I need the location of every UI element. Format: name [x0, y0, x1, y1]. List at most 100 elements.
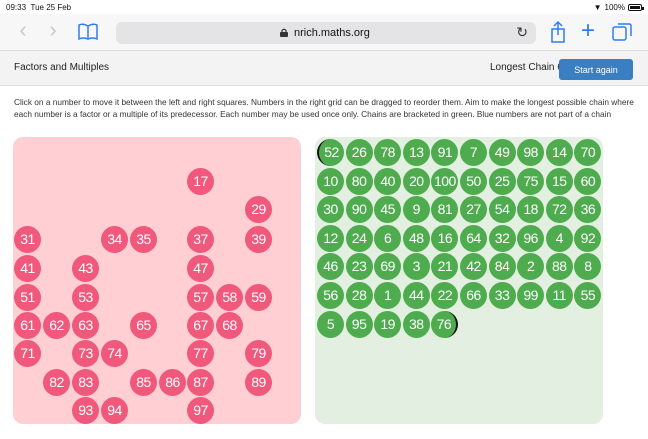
right-number[interactable]: 84 — [488, 253, 516, 281]
back-icon[interactable]: ‹ — [19, 17, 27, 42]
right-number[interactable]: 45 — [374, 196, 402, 224]
right-number[interactable]: 38 — [402, 310, 430, 338]
right-number[interactable]: 30 — [317, 196, 344, 224]
left-number[interactable]: 17 — [187, 168, 214, 195]
right-number[interactable]: 42 — [460, 253, 487, 281]
right-number[interactable]: 5 — [317, 310, 344, 338]
right-number[interactable]: 12 — [317, 224, 344, 252]
right-number[interactable]: 40 — [374, 167, 402, 195]
right-square[interactable]: 52 26 78 13 91 7 49 98 14 70 10 80 40 20 100 50 25 75 15 60… — [315, 137, 603, 424]
right-number[interactable]: 48 — [402, 224, 430, 252]
left-number[interactable]: 34 — [101, 226, 128, 253]
forward-icon[interactable]: › — [49, 17, 57, 42]
right-number[interactable]: 18 — [517, 196, 545, 224]
right-number[interactable]: 26 — [345, 139, 373, 166]
right-number[interactable]: 4 — [545, 224, 573, 252]
right-number[interactable]: 99 — [517, 282, 545, 309]
left-number[interactable]: 94 — [101, 397, 128, 424]
left-number[interactable]: 62 — [43, 312, 70, 339]
left-number[interactable]: 65 — [130, 312, 157, 339]
left-number[interactable]: 43 — [72, 255, 99, 282]
address-bar[interactable]: nrich.maths.org ↻ — [116, 22, 536, 44]
right-number[interactable]: 88 — [545, 253, 573, 281]
right-number[interactable]: 64 — [460, 224, 487, 252]
right-number[interactable]: 66 — [460, 282, 487, 309]
right-number[interactable]: 6 — [374, 224, 402, 252]
right-number[interactable]: 70 — [574, 139, 602, 166]
right-number[interactable]: 13 — [402, 139, 430, 166]
right-number[interactable]: 46 — [317, 253, 344, 281]
left-number[interactable]: 86 — [159, 369, 186, 396]
right-number[interactable]: 16 — [431, 224, 459, 252]
right-number[interactable]: 50 — [460, 167, 487, 195]
left-number[interactable]: 89 — [245, 369, 272, 396]
right-number[interactable]: 78 — [374, 139, 402, 166]
left-number[interactable]: 85 — [130, 369, 157, 396]
right-number[interactable]: 76 — [431, 310, 459, 338]
bookmarks-icon[interactable] — [78, 23, 98, 40]
left-number[interactable]: 37 — [187, 226, 214, 253]
right-number[interactable]: 10 — [317, 167, 344, 195]
left-number[interactable]: 61 — [14, 312, 41, 339]
left-number[interactable]: 73 — [72, 340, 99, 367]
left-number[interactable]: 57 — [187, 284, 214, 311]
left-number[interactable]: 63 — [72, 312, 99, 339]
right-number[interactable]: 14 — [545, 139, 573, 166]
right-number[interactable]: 25 — [488, 167, 516, 195]
left-number[interactable]: 41 — [14, 255, 41, 282]
left-number[interactable]: 77 — [187, 340, 214, 367]
right-number[interactable]: 60 — [574, 167, 602, 195]
right-number[interactable]: 100 — [431, 167, 459, 195]
right-number[interactable]: 90 — [345, 196, 373, 224]
left-number[interactable]: 53 — [72, 284, 99, 311]
right-number[interactable]: 7 — [460, 139, 487, 166]
left-number[interactable]: 79 — [245, 340, 272, 367]
left-number[interactable]: 83 — [72, 369, 99, 396]
right-number[interactable]: 11 — [545, 282, 573, 309]
left-number[interactable]: 97 — [187, 397, 214, 424]
right-number[interactable]: 22 — [431, 282, 459, 309]
start-again-button[interactable]: Start again — [559, 59, 633, 80]
right-number[interactable]: 32 — [488, 224, 516, 252]
right-number[interactable]: 8 — [574, 253, 602, 281]
right-number[interactable]: 91 — [431, 139, 459, 166]
right-number[interactable]: 72 — [545, 196, 573, 224]
right-number[interactable]: 55 — [574, 282, 602, 309]
right-number[interactable]: 54 — [488, 196, 516, 224]
left-number[interactable]: 93 — [72, 397, 99, 424]
left-number[interactable]: 67 — [187, 312, 214, 339]
right-number[interactable]: 1 — [374, 282, 402, 309]
left-number[interactable]: 51 — [14, 284, 41, 311]
reload-icon[interactable]: ↻ — [516, 24, 528, 40]
right-number[interactable]: 23 — [345, 253, 373, 281]
right-number[interactable]: 92 — [574, 224, 602, 252]
right-number[interactable]: 80 — [345, 167, 373, 195]
left-number[interactable]: 59 — [245, 284, 272, 311]
share-icon[interactable] — [546, 20, 570, 44]
right-number[interactable]: 15 — [545, 167, 573, 195]
right-number[interactable]: 27 — [460, 196, 487, 224]
right-number[interactable]: 33 — [488, 282, 516, 309]
right-number[interactable]: 20 — [402, 167, 430, 195]
left-number[interactable]: 68 — [216, 312, 243, 339]
tabs-icon[interactable] — [610, 20, 634, 44]
left-number[interactable]: 31 — [14, 226, 41, 253]
left-number[interactable]: 71 — [14, 340, 41, 367]
right-number[interactable]: 98 — [517, 139, 545, 166]
right-number[interactable]: 3 — [402, 253, 430, 281]
left-number[interactable]: 87 — [187, 369, 214, 396]
right-number[interactable]: 19 — [374, 310, 402, 338]
right-number[interactable]: 28 — [345, 282, 373, 309]
right-number[interactable]: 44 — [402, 282, 430, 309]
left-square[interactable]: 17 29 31 34 35 37 39 41 43 47 51 53 57 5… — [13, 137, 301, 424]
right-number[interactable]: 69 — [374, 253, 402, 281]
right-number[interactable]: 49 — [488, 139, 516, 166]
right-number[interactable]: 21 — [431, 253, 459, 281]
right-number[interactable]: 9 — [402, 196, 430, 224]
left-number[interactable]: 58 — [216, 284, 243, 311]
right-number[interactable]: 95 — [345, 310, 373, 338]
right-number[interactable]: 52 — [317, 139, 344, 166]
left-number[interactable]: 29 — [245, 196, 272, 223]
right-number[interactable]: 24 — [345, 224, 373, 252]
left-number[interactable]: 39 — [245, 226, 272, 253]
